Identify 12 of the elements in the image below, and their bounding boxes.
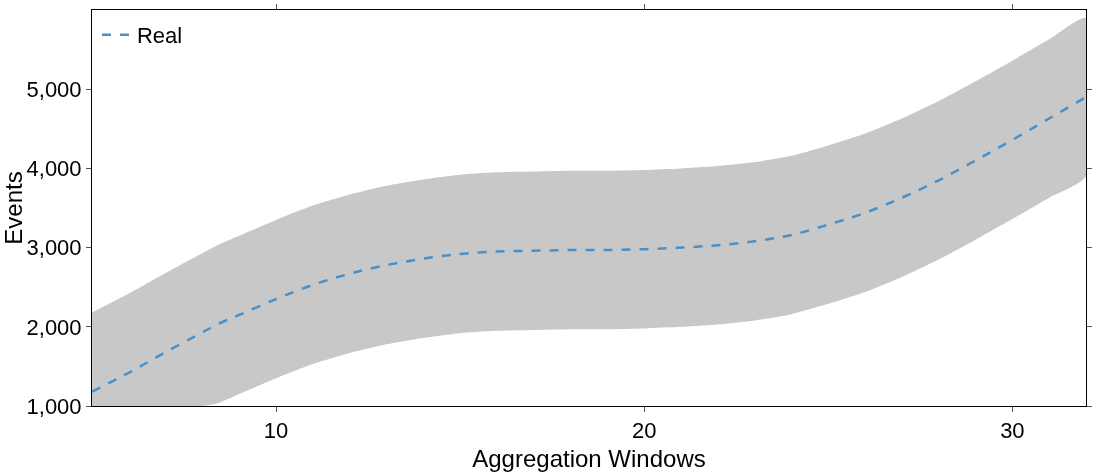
y-tick-label: 3,000 [26,235,82,261]
x-tick-label: 20 [631,418,657,444]
y-tick-label: 4,000 [26,156,82,182]
y-tick-label: 5,000 [26,76,82,102]
y-tick-label: 2,000 [26,314,82,340]
x-tick-label: 10 [263,418,289,444]
line-series [92,95,1086,393]
y-axis-title: Events [0,171,27,245]
y-tick-label: 1,000 [26,393,82,419]
x-tick-label: 30 [1000,418,1025,444]
legend-label: Real [136,23,183,49]
x-axis-title: Aggregation Windows [472,445,706,472]
